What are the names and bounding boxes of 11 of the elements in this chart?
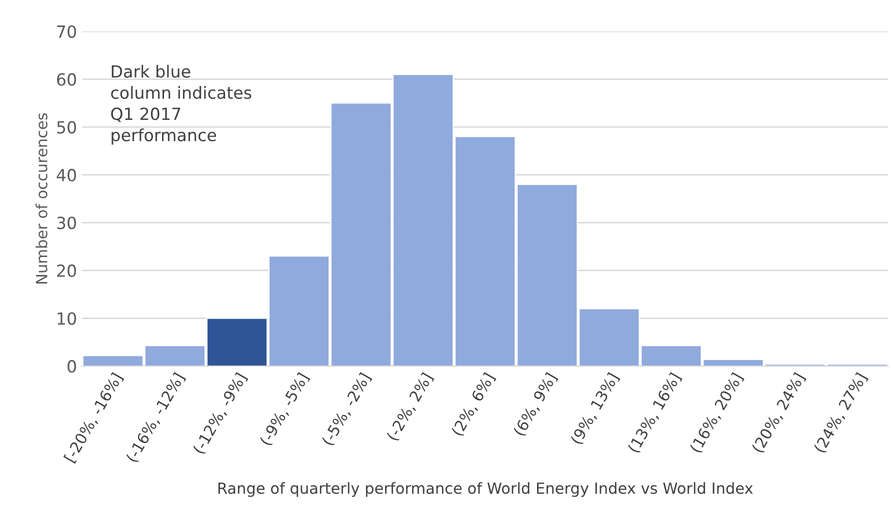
annotation: Dark blue column indicates Q1 2017 performance — [111, 64, 252, 145]
y-tick-label: 50 — [57, 120, 76, 134]
y-tick-label: 40 — [56, 168, 76, 182]
x-axis-title: Range of quarterly performance of World Energy Index vs World Index — [218, 482, 753, 497]
y-tick-label: 30 — [57, 216, 76, 230]
y-axis-title: Number of occurences — [36, 113, 48, 284]
y-tick-label: 10 — [58, 312, 76, 325]
y-tick-label: 0 — [68, 360, 76, 373]
y-tick-label: 60 — [57, 73, 76, 86]
y-tick-label: 20 — [57, 264, 76, 278]
y-tick-label: 70 — [57, 25, 76, 38]
